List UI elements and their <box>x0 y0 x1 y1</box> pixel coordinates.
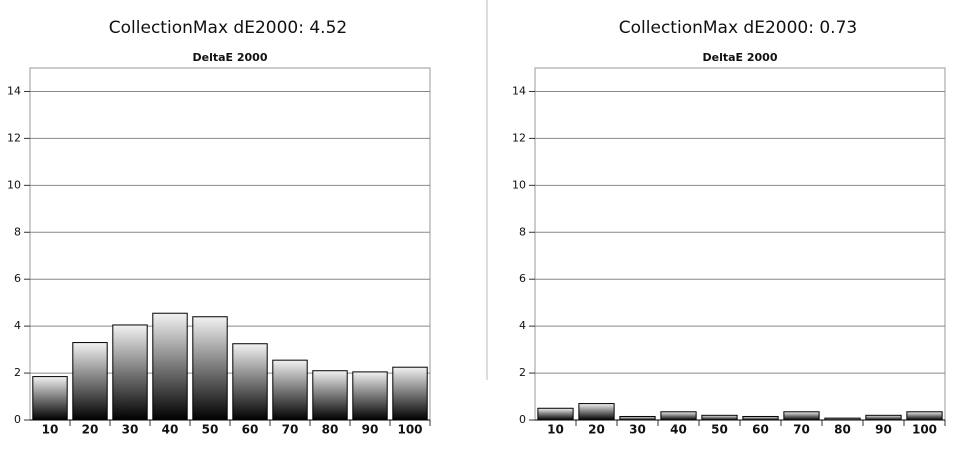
bar <box>392 366 428 421</box>
chart-title: CollectionMax dE2000: 4.52 <box>109 18 347 38</box>
y-tick-label: 4 <box>519 319 526 332</box>
x-tick-label: 90 <box>362 423 379 437</box>
bar <box>865 414 902 421</box>
bar <box>192 316 228 421</box>
bar <box>152 312 188 421</box>
x-tick-label: 90 <box>875 423 892 437</box>
x-tick-label: 60 <box>752 423 769 437</box>
x-tick-label: 100 <box>912 423 937 437</box>
y-tick-label: 12 <box>512 131 526 144</box>
y-tick-label: 0 <box>519 413 526 426</box>
x-tick-label: 70 <box>282 423 299 437</box>
y-tick-label: 6 <box>519 272 526 285</box>
bar <box>619 415 656 421</box>
y-tick-label: 12 <box>7 131 21 144</box>
bar <box>112 324 148 421</box>
chart-title: CollectionMax dE2000: 0.73 <box>619 18 857 38</box>
y-tick-label: 8 <box>519 225 526 238</box>
y-tick-label: 10 <box>512 178 526 191</box>
x-tick-label: 50 <box>711 423 728 437</box>
x-tick-label: 100 <box>397 423 422 437</box>
chart-subtitle: DeltaE 2000 <box>192 51 267 64</box>
y-tick-label: 2 <box>14 366 21 379</box>
bar <box>537 407 574 421</box>
y-tick-label: 6 <box>14 272 21 285</box>
y-tick-label: 14 <box>7 84 21 97</box>
x-tick-label: 40 <box>670 423 687 437</box>
x-tick-label: 30 <box>122 423 139 437</box>
bar <box>660 411 697 421</box>
y-tick-label: 8 <box>14 225 21 238</box>
y-tick-label: 0 <box>14 413 21 426</box>
y-tick-label: 10 <box>7 178 21 191</box>
bar <box>312 370 348 421</box>
bar <box>701 414 738 421</box>
x-tick-label: 80 <box>322 423 339 437</box>
bar <box>742 415 779 421</box>
x-tick-label: 20 <box>82 423 99 437</box>
chart-subtitle: DeltaE 2000 <box>702 51 777 64</box>
y-tick-label: 4 <box>14 319 21 332</box>
x-tick-label: 10 <box>42 423 59 437</box>
y-tick-label: 14 <box>512 84 526 97</box>
plot-area <box>534 67 946 421</box>
x-tick-label: 10 <box>547 423 564 437</box>
bar <box>783 411 820 421</box>
x-tick-label: 50 <box>202 423 219 437</box>
x-tick-label: 80 <box>834 423 851 437</box>
bar <box>906 411 943 421</box>
x-tick-label: 60 <box>242 423 259 437</box>
y-tick-label: 2 <box>519 366 526 379</box>
x-tick-label: 20 <box>588 423 605 437</box>
bar <box>352 371 388 421</box>
bar <box>232 343 268 421</box>
x-tick-label: 70 <box>793 423 810 437</box>
bar <box>272 359 308 421</box>
x-tick-label: 40 <box>162 423 179 437</box>
bar <box>72 342 108 421</box>
x-tick-label: 30 <box>629 423 646 437</box>
bar <box>32 376 68 421</box>
bar <box>578 403 615 421</box>
